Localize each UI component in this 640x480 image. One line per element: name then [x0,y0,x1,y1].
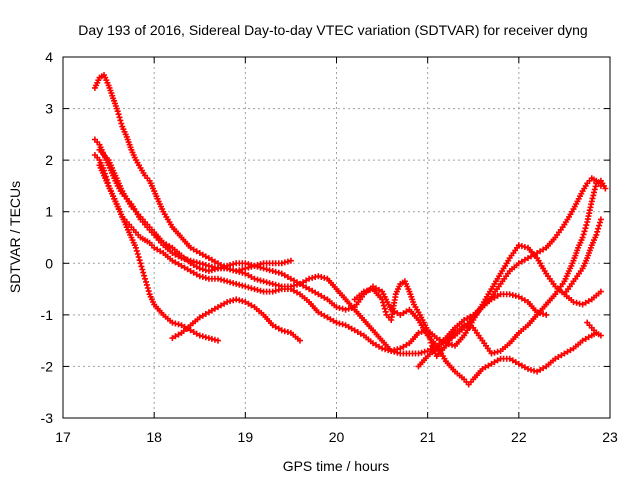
y-tick-label: 3 [45,101,53,117]
chart-title: Day 193 of 2016, Sidereal Day-to-day VTE… [78,22,587,38]
y-axis-label: SDTVAR / TECUs [7,181,23,293]
y-tick-label: -2 [41,358,54,374]
series-track-10 [584,319,604,339]
y-tick-label: 1 [45,204,53,220]
series-layer [91,72,609,388]
series-track-4 [96,162,221,344]
y-tick-label: -3 [41,410,54,426]
series-track-5 [169,296,303,344]
series-track-6 [96,146,294,274]
x-axis-label: GPS time / hours [283,458,390,474]
y-tick-label: 4 [45,49,53,65]
y-tick-label: 2 [45,152,53,168]
x-tick-label: 21 [420,429,436,445]
y-tick-label: 0 [45,255,53,271]
x-tick-label: 22 [511,429,527,445]
series-track-7 [351,177,609,360]
x-tick-label: 18 [146,429,162,445]
series-track-8 [415,175,604,370]
x-tick-label: 19 [238,429,254,445]
x-tick-label: 20 [329,429,345,445]
y-tick-label: -1 [41,307,54,323]
x-tick-label: 23 [602,429,618,445]
series-track-9 [561,216,604,298]
x-tick-label: 17 [55,429,71,445]
